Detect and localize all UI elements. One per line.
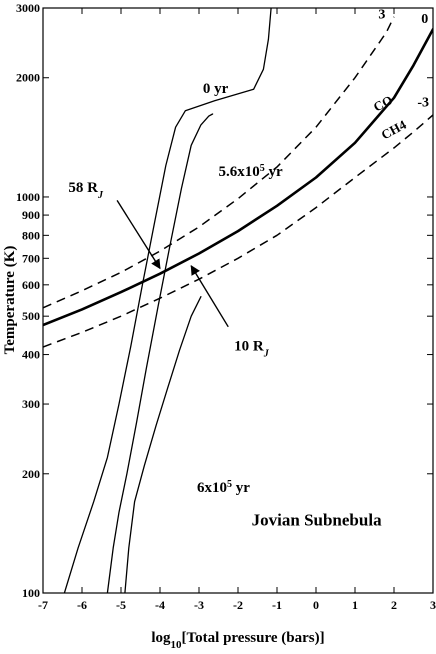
- y-tick-label: 800: [22, 228, 40, 242]
- x-tick-label: -5: [116, 598, 126, 612]
- x-tick-label: -7: [38, 598, 48, 612]
- x-tick-label: 3: [430, 598, 436, 612]
- solid-curve: [63, 8, 272, 593]
- curve-label: 3: [378, 8, 385, 23]
- y-tick-label: 2000: [16, 71, 40, 85]
- boundary-label: CH4: [379, 117, 409, 143]
- x-tick-label: -6: [77, 598, 87, 612]
- arrow-label: 10 RJ: [234, 338, 270, 359]
- y-axis-title: Temperature (K): [2, 246, 18, 355]
- curve-label: 0 yr: [203, 81, 229, 97]
- y-tick-label: 1000: [16, 190, 40, 204]
- curve-label: 0: [421, 12, 428, 27]
- solid-curve: [124, 296, 202, 593]
- y-tick-label: 100: [22, 586, 40, 600]
- y-tick-label: 3000: [16, 1, 40, 15]
- curve-label: 6x105 yr: [197, 478, 250, 496]
- curve-label: Jovian Subnebula: [252, 511, 382, 530]
- y-tick-label: 900: [22, 208, 40, 222]
- x-tick-label: 0: [313, 598, 319, 612]
- arrow: [116, 200, 161, 270]
- y-tick-label: 500: [22, 309, 40, 323]
- solid-curve: [106, 113, 214, 593]
- solid-curve: [43, 27, 433, 327]
- y-tick-label: 400: [22, 348, 40, 362]
- x-tick-label: -4: [155, 598, 165, 612]
- labels-layer: 0 yr 5.6x105 yr 6x105 yr 3 0 -3 Jovian Subnebu…: [68, 8, 429, 530]
- y-tick-label: 700: [22, 251, 40, 265]
- dashed-curve: [43, 114, 433, 348]
- series-layer: [43, 8, 433, 593]
- axis-ticks: -7 -6 -5 -4 -3 -2 -1 0 1 2 3 100 200 300 400 500 600 700 8…: [16, 1, 436, 612]
- dashed-curve: [43, 16, 395, 309]
- curve-label: 5.6x105 yr: [219, 162, 284, 180]
- y-tick-label: 300: [22, 397, 40, 411]
- boundary-label: CO: [371, 92, 395, 114]
- y-tick-label: 200: [22, 467, 40, 481]
- y-tick-label: 600: [22, 278, 40, 292]
- x-tick-label: 1: [352, 598, 358, 612]
- x-axis-title: log10[Total pressure (bars)]: [151, 630, 324, 651]
- arrow: [190, 265, 229, 328]
- x-tick-label: -1: [272, 598, 282, 612]
- x-tick-label: 2: [391, 598, 397, 612]
- arrow-label: 58 RJ: [68, 180, 104, 201]
- curve-label: -3: [417, 96, 429, 111]
- x-tick-label: -2: [233, 598, 243, 612]
- x-tick-label: -3: [194, 598, 204, 612]
